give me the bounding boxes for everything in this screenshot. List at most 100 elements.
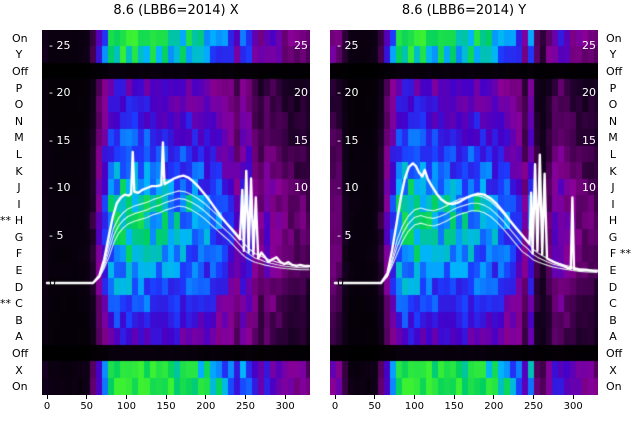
x-tick-mark xyxy=(453,395,455,399)
axis-label: Off xyxy=(12,347,29,361)
axis-label: P xyxy=(609,81,617,95)
axis-row: L xyxy=(0,147,26,161)
axis-row: X xyxy=(606,363,640,377)
x-tick-label: 200 xyxy=(196,401,216,412)
axis-marker: ** xyxy=(0,297,11,311)
axis-label: A xyxy=(609,330,617,344)
axis-label: M xyxy=(608,131,618,145)
axis-label: J xyxy=(17,181,21,195)
x-tick-mark xyxy=(86,395,88,399)
axis-label: D xyxy=(608,280,618,294)
axis-label: On xyxy=(606,31,622,45)
axis-row: E xyxy=(606,264,640,278)
axis-row: On xyxy=(606,31,640,45)
axis-row: F xyxy=(0,247,26,261)
axis-row: Off xyxy=(606,64,640,78)
axis-label: E xyxy=(609,264,617,278)
axis-label: B xyxy=(15,313,23,327)
x-tick-label: 0 xyxy=(331,401,339,412)
axis-label: L xyxy=(609,147,617,161)
axis-label: H xyxy=(14,214,24,228)
axis-row: Y xyxy=(0,48,26,62)
axis-row: B xyxy=(0,313,26,327)
x-tick-mark xyxy=(334,395,336,399)
axis-row: ** H xyxy=(0,214,26,228)
axis-label: O xyxy=(608,98,618,112)
x-tick-label: 200 xyxy=(484,401,504,412)
axis-row: L xyxy=(606,147,640,161)
axis-row: G xyxy=(0,230,26,244)
axis-label: Off xyxy=(606,64,623,78)
axis-label: H xyxy=(608,214,618,228)
heatmap-canvas-x xyxy=(42,30,310,395)
axis-label: Y xyxy=(15,48,23,62)
axis-row: A xyxy=(606,330,640,344)
x-tick-mark xyxy=(165,395,167,399)
axis-row: N xyxy=(0,114,26,128)
axis-row: X xyxy=(0,363,26,377)
axis-label: K xyxy=(15,164,23,178)
x-tick-labels-y: 0 50 100 150 200 250 300 xyxy=(330,395,598,425)
axis-row: Off xyxy=(0,347,29,361)
x-tick-label: 150 xyxy=(156,401,176,412)
axis-marker: ** xyxy=(0,214,11,228)
x-tick-label: 300 xyxy=(563,401,583,412)
axis-row: H xyxy=(606,214,640,228)
axis-row: I xyxy=(0,197,26,211)
x-tick-label: 100 xyxy=(404,401,424,412)
axis-label: C xyxy=(15,297,23,311)
axis-label: Off xyxy=(606,347,623,361)
heatmap-canvas-y xyxy=(330,30,598,395)
axis-label: I xyxy=(17,197,21,211)
x-tick-label: 100 xyxy=(116,401,136,412)
axis-label: J xyxy=(611,181,615,195)
axis-label: Y xyxy=(609,48,617,62)
axis-row: K xyxy=(606,164,640,178)
right-axis-labels: On Y Off P O N M L K J I H G F ** E D C B A Off X On xyxy=(606,30,640,395)
x-tick-mark xyxy=(125,395,127,399)
x-tick-mark xyxy=(46,395,48,399)
axis-row: Off xyxy=(606,347,640,361)
panel-title-y: 8.6 (LBB6=2014) Y xyxy=(401,3,527,18)
x-tick-label: 300 xyxy=(275,401,295,412)
axis-row: E xyxy=(0,264,26,278)
axis-label: X xyxy=(609,363,617,377)
axis-label: O xyxy=(14,98,24,112)
x-tick-mark xyxy=(413,395,415,399)
panel-x: 8.6 (LBB6=2014) X - 25- 20- 15- 10- 5 0 25… xyxy=(42,0,310,440)
axis-label: F xyxy=(609,247,617,261)
axis-row: Off xyxy=(0,64,28,78)
axis-row: On xyxy=(0,31,28,45)
axis-label: On xyxy=(606,380,622,394)
axis-row: A xyxy=(0,330,26,344)
axis-row: Y xyxy=(606,48,640,62)
axis-row: ** C xyxy=(0,297,26,311)
axis-marker: ** xyxy=(620,247,631,261)
axis-label: K xyxy=(609,164,617,178)
x-tick-mark xyxy=(244,395,246,399)
x-tick-mark xyxy=(532,395,534,399)
axis-label: L xyxy=(15,147,23,161)
axis-row: K xyxy=(0,164,26,178)
axis-label: C xyxy=(609,297,617,311)
axis-label: G xyxy=(608,230,618,244)
x-tick-label: 0 xyxy=(43,401,51,412)
axis-label: F xyxy=(15,247,23,261)
axis-row: D xyxy=(0,280,26,294)
axis-row: On xyxy=(606,380,640,394)
axis-label: D xyxy=(14,280,24,294)
axis-label: G xyxy=(14,230,24,244)
axis-row: B xyxy=(606,313,640,327)
axis-row: O xyxy=(0,98,26,112)
axis-row: M xyxy=(606,131,640,145)
axis-row: J xyxy=(606,181,640,195)
x-tick-mark xyxy=(284,395,286,399)
axis-label: E xyxy=(15,264,23,278)
x-tick-mark xyxy=(374,395,376,399)
axis-label: A xyxy=(15,330,23,344)
axis-label: B xyxy=(609,313,617,327)
axis-label: M xyxy=(14,131,24,145)
axis-label: N xyxy=(14,114,24,128)
axis-row: P xyxy=(606,81,640,95)
